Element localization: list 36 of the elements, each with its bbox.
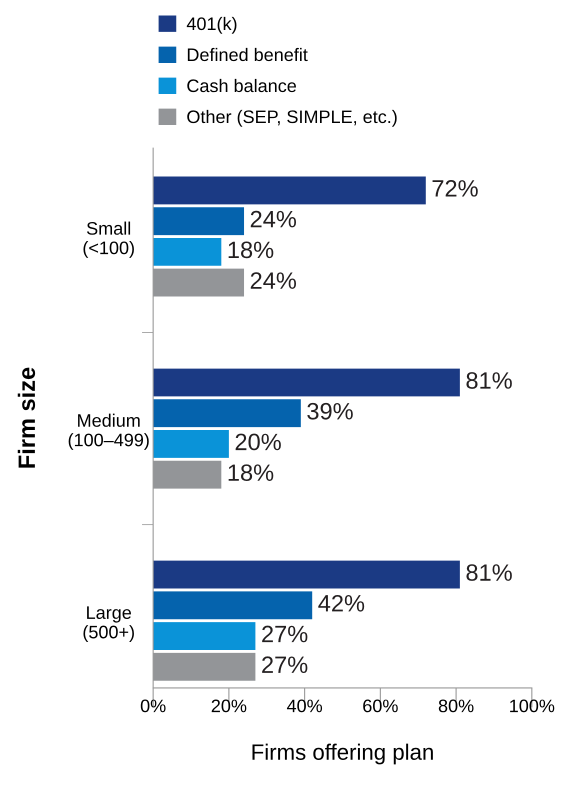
x-axis-title: Firms offering plan: [252, 744, 433, 764]
data-label: 18%: [228, 241, 274, 258]
bar: [153, 399, 301, 428]
legend-label: Other (SEP, SIMPLE, etc.): [187, 110, 397, 127]
data-label: 24%: [250, 210, 296, 228]
legend-label: Defined benefit: [188, 48, 308, 62]
bar: [153, 368, 460, 396]
bar: [153, 560, 460, 589]
data-label: 24%: [250, 272, 296, 289]
data-label: 81%: [466, 564, 512, 581]
data-label: 18%: [228, 464, 274, 482]
bar: [153, 238, 222, 266]
data-label: 72%: [432, 180, 478, 197]
bar: [153, 591, 312, 620]
bar: [153, 430, 229, 458]
legend-label: 401(k): [186, 16, 236, 34]
y-tick-label: Small (<100): [83, 222, 134, 258]
data-label: 20%: [236, 434, 281, 450]
bar: [153, 176, 426, 204]
bar: [153, 207, 244, 236]
x-tick-label: 80%: [438, 700, 474, 712]
data-label: 81%: [466, 372, 512, 389]
y-axis-title: Firm size: [18, 368, 36, 468]
data-label: 27%: [262, 626, 308, 642]
x-tick-label: 20%: [212, 700, 246, 712]
y-tick-label: Medium (100–499): [68, 414, 149, 450]
data-label: 27%: [262, 656, 308, 674]
legend-label: Cash balance: [187, 78, 296, 92]
x-tick-label: 0%: [140, 700, 166, 712]
x-tick-label: 60%: [363, 700, 398, 712]
bar: [153, 622, 256, 650]
data-label: 39%: [307, 402, 353, 420]
y-tick-label: Large (500+): [83, 606, 134, 642]
x-tick-label: 100%: [510, 700, 554, 712]
x-tick-label: 40%: [286, 700, 322, 712]
data-label: 42%: [318, 594, 364, 612]
